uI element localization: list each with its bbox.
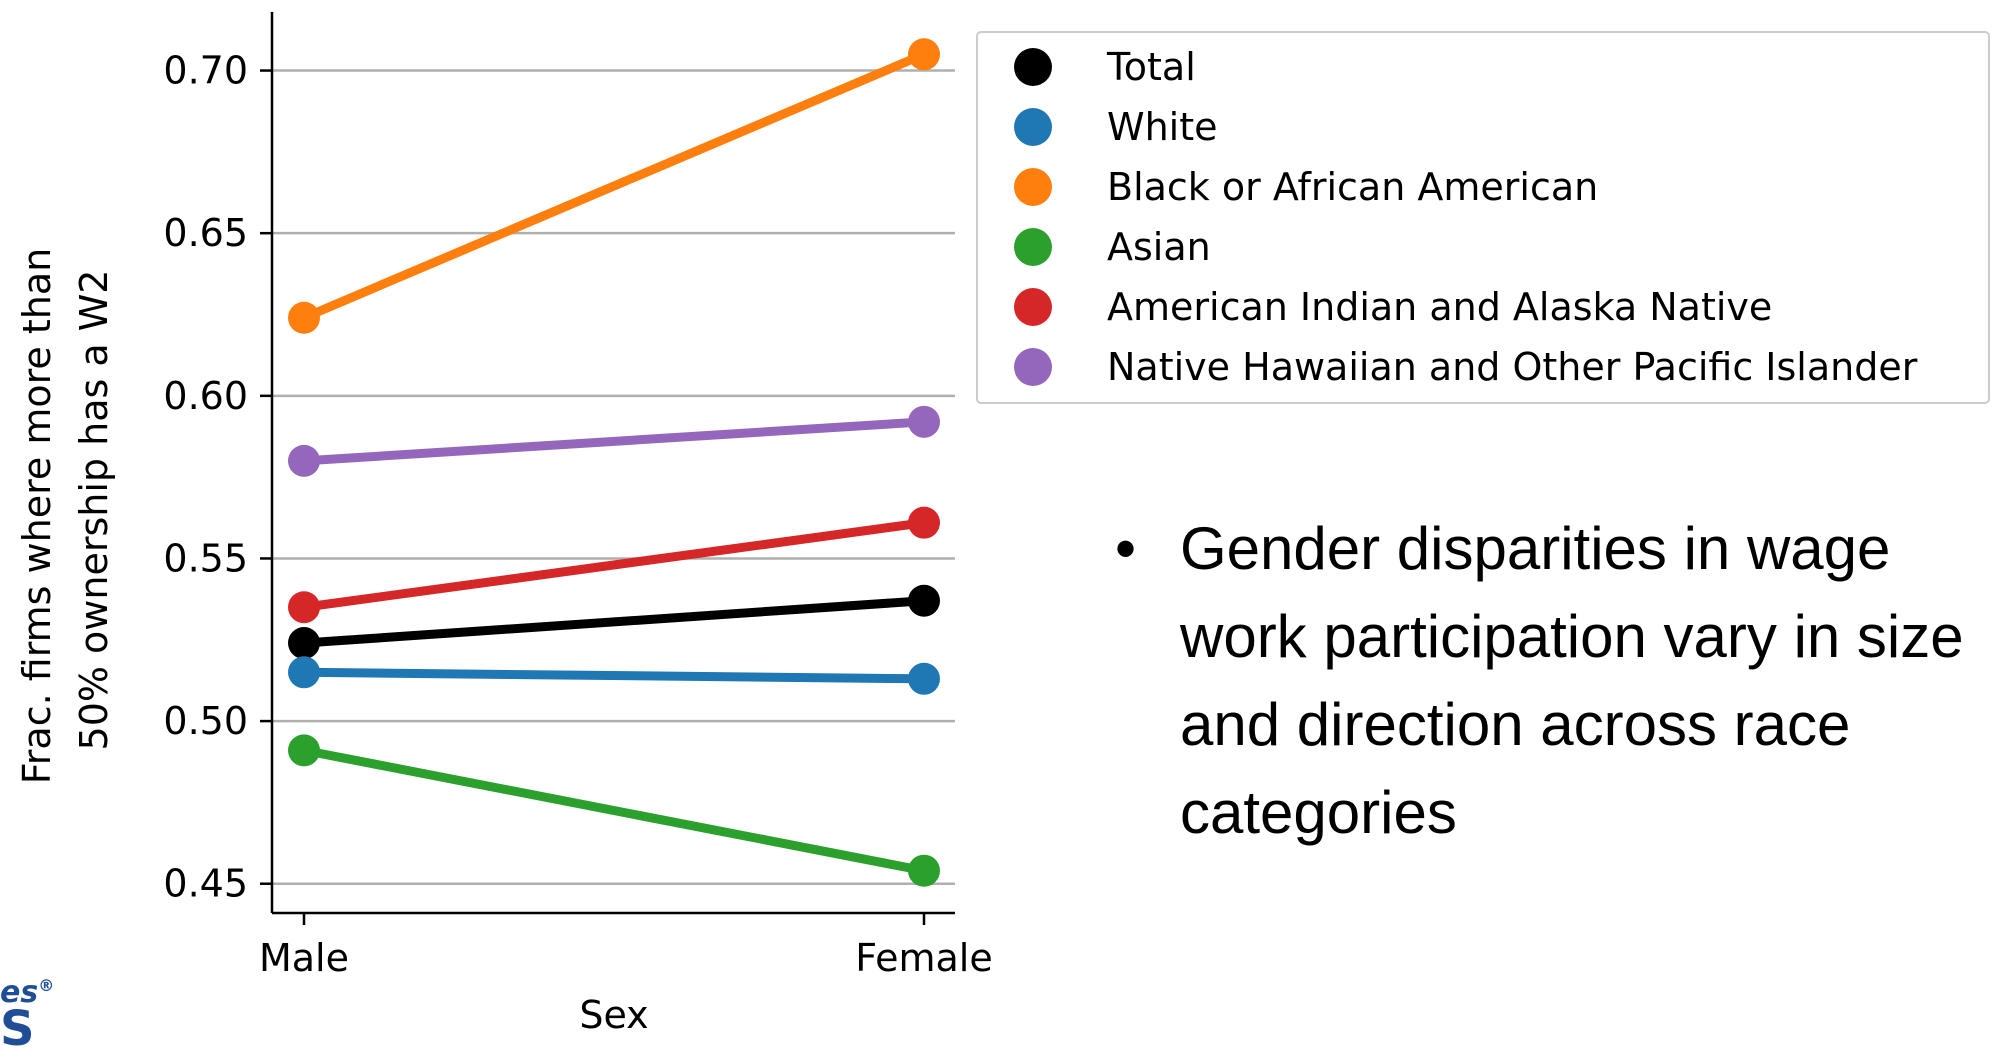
- bullet-symbol: •: [1115, 515, 1137, 582]
- x-tick-label-male: Male: [259, 936, 349, 980]
- x-axis-label: Sex: [579, 993, 648, 1037]
- point-native-hawaiian-and-other-pacific-islander-male: [288, 444, 320, 477]
- legend-label-total: Total: [1106, 45, 1196, 89]
- series-line-native-hawaiian-and-other-pacific-islander: [299, 417, 929, 466]
- legend-label-asian: Asian: [1107, 225, 1211, 269]
- legend-label-native-hawaiian-and-other-pacific-islander: Native Hawaiian and Other Pacific Island…: [1107, 345, 1918, 389]
- series-american-indian-and-alaska-native: [288, 506, 940, 624]
- legend-label-american-indian-and-alaska-native: American Indian and Alaska Native: [1107, 285, 1772, 329]
- y-tick-label: 0.65: [163, 211, 248, 255]
- legend-marker-black-or-african-american: [1014, 168, 1052, 206]
- legend-marker-total: [1014, 48, 1052, 86]
- y-tick-label: 0.45: [163, 862, 248, 906]
- point-white-female: [908, 662, 940, 695]
- point-black-or-african-american-male: [288, 301, 320, 334]
- point-american-indian-and-alaska-native-male: [288, 591, 320, 624]
- y-tick-label: 0.60: [163, 374, 248, 418]
- grid-lines: [272, 69, 955, 885]
- axes: [270, 12, 955, 915]
- series-asian: [288, 734, 940, 887]
- logo-line-2: S: [0, 1001, 35, 1057]
- series-total: [288, 584, 940, 660]
- y-axis-label: Frac. firms where more than 50% ownershi…: [15, 236, 116, 785]
- series-line-asian: [299, 745, 929, 876]
- x-tick-label-female: Female: [855, 936, 992, 980]
- legend-marker-asian: [1014, 228, 1052, 266]
- y-ticks: 0.45 0.50 0.55 0.60 0.65 0.70: [163, 49, 272, 906]
- point-asian-female: [908, 854, 940, 887]
- legend-label-white: White: [1107, 105, 1218, 149]
- series-line-white: [299, 667, 929, 684]
- legend-marker-native-hawaiian-and-other-pacific-islander: [1014, 348, 1052, 386]
- y-tick-label: 0.50: [163, 699, 248, 743]
- legend: Total White Black or African American Asian…: [976, 31, 1990, 404]
- point-american-indian-and-alaska-native-female: [908, 506, 940, 539]
- point-total-male: [288, 627, 320, 660]
- legend-frame: [976, 31, 1990, 404]
- legend-marker-american-indian-and-alaska-native: [1014, 288, 1052, 326]
- bullet-point: • Gender disparities in wage work partic…: [1115, 505, 1985, 857]
- series-line-american-indian-and-alaska-native: [299, 518, 929, 612]
- point-white-male: [288, 656, 320, 689]
- point-native-hawaiian-and-other-pacific-islander-female: [908, 405, 940, 438]
- series-group: [288, 38, 940, 887]
- point-total-female: [908, 584, 940, 617]
- x-ticks: Male Female: [259, 913, 993, 980]
- series-line-total: [299, 596, 929, 648]
- point-black-or-african-american-female: [908, 38, 940, 71]
- series-line-black-or-african-american: [299, 49, 929, 323]
- legend-label-black-or-african-american: Black or African American: [1107, 165, 1598, 209]
- y-axis-label-line-2: 50% ownership has a W2: [72, 270, 116, 751]
- series-native-hawaiian-and-other-pacific-islander: [288, 405, 940, 477]
- y-tick-label: 0.55: [163, 536, 248, 580]
- series-white: [288, 656, 940, 695]
- point-asian-male: [288, 734, 320, 767]
- logo-line-1: es®: [0, 975, 55, 1010]
- bullet-text: Gender disparities in wage work particip…: [1180, 515, 1964, 846]
- series-black-or-african-american: [288, 38, 940, 334]
- legend-marker-white: [1014, 108, 1052, 146]
- y-axis-label-line-1: Frac. firms where more than: [15, 248, 59, 785]
- y-tick-label: 0.70: [163, 49, 248, 93]
